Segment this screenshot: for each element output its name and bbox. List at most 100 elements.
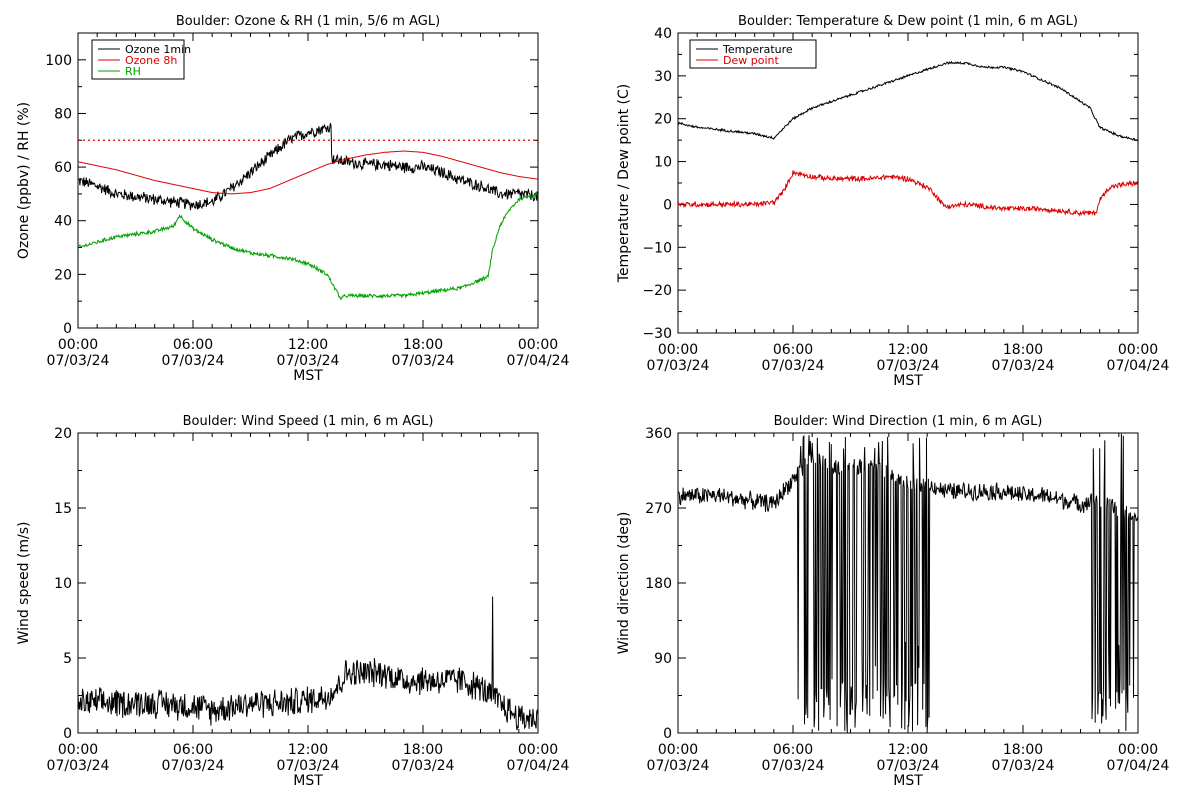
series-temperature-line — [678, 60, 1138, 142]
plot-area — [78, 123, 538, 300]
series-line-line — [78, 596, 538, 731]
x-tick-date-label: 07/03/24 — [877, 358, 940, 374]
x-tick-time-label: 00:00 — [658, 742, 698, 758]
y-tick-label: 360 — [645, 426, 672, 442]
x-tick-date-label: 07/04/24 — [1107, 358, 1170, 374]
y-tick-label: 5 — [63, 651, 72, 667]
x-tick-date-label: 07/03/24 — [877, 758, 940, 774]
series-ozone-1min-line — [78, 123, 538, 211]
plot-area — [678, 433, 1138, 733]
legend-box — [689, 39, 817, 69]
x-tick-time-label: 00:00 — [58, 337, 98, 353]
series-rh-line — [78, 191, 538, 300]
x-tick-date-label: 07/03/24 — [762, 358, 825, 374]
x-tick-time-label: 06:00 — [173, 742, 213, 758]
x-tick-time-label: 06:00 — [773, 742, 813, 758]
x-tick-time-label: 00:00 — [658, 342, 698, 358]
legend-label: Ozone 8h — [125, 54, 177, 67]
chart-panel-1: Boulder: Ozone & RH (1 min, 5/6 m AGL) 0 2… — [16, 14, 570, 384]
x-tick-date-label: 07/03/24 — [277, 758, 340, 774]
y-tick-label: 20 — [54, 267, 72, 283]
x-tick-time-label: 18:00 — [1003, 742, 1043, 758]
x-tick-date-label: 07/03/24 — [647, 758, 710, 774]
legend-label: Dew point — [723, 54, 779, 67]
y-axis-label: Wind direction (deg) — [616, 512, 632, 655]
x-tick-date-label: 07/03/24 — [47, 353, 110, 369]
series-line-line — [678, 433, 1138, 733]
y-tick-label: 270 — [645, 501, 672, 517]
x-tick-date-label: 07/03/24 — [162, 758, 225, 774]
x-tick-time-label: 06:00 — [773, 342, 813, 358]
y-tick-label: −20 — [642, 283, 672, 299]
chart-title: Boulder: Temperature & Dew point (1 min,… — [738, 14, 1078, 29]
x-tick-date-label: 07/03/24 — [392, 353, 455, 369]
chart-title: Boulder: Wind Speed (1 min, 6 m AGL) — [183, 414, 434, 429]
y-tick-label: 180 — [645, 576, 672, 592]
x-tick-date-label: 07/04/24 — [507, 758, 570, 774]
chart-panel-3: Boulder: Wind Speed (1 min, 6 m AGL) 0 5 10… — [16, 414, 570, 789]
x-tick-time-label: 00:00 — [518, 742, 558, 758]
y-tick-label: 0 — [663, 197, 672, 213]
y-tick-label: 0 — [63, 321, 72, 337]
series-ozone-8h-line — [78, 150, 538, 195]
x-tick-date-label: 07/03/24 — [647, 358, 710, 374]
y-tick-label: −10 — [642, 240, 672, 256]
y-axis-label: Wind speed (m/s) — [16, 522, 32, 645]
x-axis-label: MST — [293, 368, 323, 384]
x-tick-time-label: 18:00 — [1003, 342, 1043, 358]
legend-label: Temperature — [722, 43, 793, 56]
x-tick-time-label: 06:00 — [173, 337, 213, 353]
y-tick-label: 40 — [54, 214, 72, 230]
y-tick-label: 30 — [654, 69, 672, 85]
x-tick-time-label: 12:00 — [288, 742, 328, 758]
x-tick-time-label: 00:00 — [1118, 742, 1158, 758]
legend-label: Ozone 1min — [125, 43, 191, 56]
x-tick-date-label: 07/04/24 — [1107, 758, 1170, 774]
chart-title: Boulder: Wind Direction (1 min, 6 m AGL) — [774, 414, 1043, 429]
y-tick-label: 0 — [63, 726, 72, 742]
x-tick-time-label: 00:00 — [58, 742, 98, 758]
plot-area — [78, 596, 538, 731]
x-tick-date-label: 07/03/24 — [277, 353, 340, 369]
x-tick-date-label: 07/03/24 — [762, 758, 825, 774]
y-tick-label: 80 — [54, 106, 72, 122]
y-tick-label: 10 — [54, 576, 72, 592]
y-tick-label: 90 — [654, 651, 672, 667]
chart-panel-4: Boulder: Wind Direction (1 min, 6 m AGL)… — [616, 414, 1170, 789]
x-axis-label: MST — [293, 773, 323, 789]
x-tick-time-label: 12:00 — [288, 337, 328, 353]
x-tick-time-label: 00:00 — [1118, 342, 1158, 358]
y-tick-label: −30 — [642, 326, 672, 342]
y-tick-label: 20 — [54, 426, 72, 442]
x-tick-time-label: 18:00 — [403, 742, 443, 758]
y-axis-label: Ozone (ppbv) / RH (%) — [16, 102, 32, 259]
y-tick-label: 60 — [54, 160, 72, 176]
chart-panel-2: Boulder: Temperature & Dew point (1 min,… — [616, 14, 1170, 389]
x-tick-time-label: 12:00 — [888, 742, 928, 758]
y-tick-label: 10 — [654, 155, 672, 171]
x-axis-label: MST — [893, 773, 923, 789]
x-tick-date-label: 07/04/24 — [507, 353, 570, 369]
x-tick-time-label: 12:00 — [888, 342, 928, 358]
x-tick-date-label: 07/03/24 — [992, 358, 1055, 374]
x-tick-date-label: 07/03/24 — [992, 758, 1055, 774]
x-axis-label: MST — [893, 373, 923, 389]
plot-area — [678, 60, 1138, 217]
chart-title: Boulder: Ozone & RH (1 min, 5/6 m AGL) — [176, 14, 440, 29]
x-tick-date-label: 07/03/24 — [162, 353, 225, 369]
x-tick-time-label: 00:00 — [518, 337, 558, 353]
y-tick-label: 15 — [54, 501, 72, 517]
y-tick-label: 0 — [663, 726, 672, 742]
x-tick-time-label: 18:00 — [403, 337, 443, 353]
x-tick-date-label: 07/03/24 — [392, 758, 455, 774]
y-tick-label: 100 — [45, 53, 72, 69]
y-axis-label: Temperature / Dew point (C) — [616, 84, 632, 283]
x-tick-date-label: 07/03/24 — [47, 758, 110, 774]
legend-label: RH — [125, 65, 141, 78]
y-tick-label: 20 — [654, 112, 672, 128]
y-tick-label: 40 — [654, 26, 672, 42]
